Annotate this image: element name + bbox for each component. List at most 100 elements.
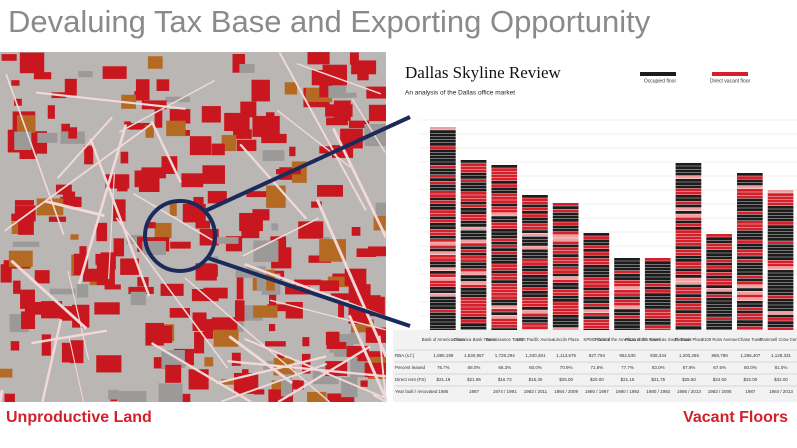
map-road [347, 314, 388, 400]
map-parcel [351, 227, 361, 236]
floor [675, 166, 702, 169]
floor [460, 326, 487, 330]
map-parcel [253, 240, 279, 262]
table-cell: 1,200,266 [679, 353, 700, 358]
floor [552, 247, 579, 251]
floor [737, 246, 763, 250]
floor [614, 280, 640, 284]
floor [522, 278, 548, 281]
floor [706, 323, 732, 327]
floor [675, 294, 702, 297]
legend-label: Direct vacant floor [710, 78, 751, 84]
floor [644, 325, 671, 328]
floor [644, 302, 671, 306]
map-parcel [302, 337, 310, 347]
floor [675, 207, 702, 211]
row-label: RBA (s.f.) [395, 353, 415, 358]
floor [491, 296, 518, 299]
floor [552, 225, 579, 229]
floor [583, 268, 610, 271]
floor [706, 298, 732, 301]
floor [430, 274, 456, 277]
floor [460, 208, 487, 211]
map-parcel [182, 393, 191, 402]
floor [675, 303, 702, 307]
floor [460, 233, 487, 237]
floor [491, 216, 518, 219]
map-parcel [94, 302, 120, 315]
floor [767, 260, 794, 264]
floor [552, 203, 579, 206]
floor [675, 284, 702, 288]
floor [552, 241, 579, 245]
floor [706, 262, 732, 266]
floor [460, 249, 487, 253]
floor [767, 247, 794, 251]
table-cell: $16.73 [498, 377, 512, 382]
floor [614, 299, 640, 303]
floor [767, 273, 794, 276]
floor [706, 326, 732, 330]
map-parcel [328, 331, 340, 347]
floor [614, 325, 640, 328]
table-cell: $21.19 [436, 377, 450, 382]
table-cell: $21.15 [621, 377, 635, 382]
map-parcel [169, 200, 177, 216]
floor [552, 273, 579, 277]
map-parcel [280, 374, 293, 397]
map-parcel [210, 265, 218, 277]
floor [675, 188, 702, 192]
map-parcel [47, 105, 55, 119]
floor [522, 271, 548, 275]
floor [491, 184, 518, 187]
table-cell: 1980 / 1997 [585, 389, 609, 394]
map-parcel [61, 123, 70, 135]
floor [583, 271, 610, 275]
map-parcel [224, 112, 250, 132]
floor [614, 286, 640, 290]
floor [522, 227, 548, 230]
map-parcel [120, 258, 139, 275]
floor [644, 328, 671, 332]
map-parcel [356, 248, 377, 257]
map-parcel [84, 145, 94, 165]
floor [644, 318, 671, 322]
row-label: Year built / renovated [395, 389, 438, 394]
floor [706, 282, 732, 285]
map-parcel [169, 109, 191, 124]
map-parcel [262, 150, 285, 162]
table-cell: 1986 / 2013 [677, 389, 701, 394]
floor [430, 223, 456, 226]
floor [737, 224, 763, 227]
floor [430, 235, 456, 239]
floor [706, 237, 732, 240]
floor [522, 207, 548, 211]
floor [430, 216, 456, 220]
floor [675, 323, 702, 326]
slide-title: Devaluing Tax Base and Exporting Opportu… [8, 4, 651, 39]
floor [491, 187, 518, 191]
map-parcel [256, 269, 267, 291]
floor [675, 217, 702, 221]
map-parcel [134, 91, 145, 101]
floor [552, 295, 579, 299]
floor [552, 308, 579, 312]
map-parcel [96, 355, 122, 373]
floor [737, 249, 763, 253]
floor [522, 243, 548, 246]
floor [491, 171, 518, 175]
floor [644, 261, 671, 264]
floor [522, 310, 548, 313]
floor [430, 239, 456, 242]
floor [460, 300, 487, 304]
floor [737, 275, 763, 279]
floor [583, 233, 610, 236]
table-cell: $21.75 [651, 377, 665, 382]
column-header: Lincoln Plaza [553, 337, 579, 342]
map-parcel [285, 302, 303, 319]
floor [460, 182, 487, 186]
map [0, 52, 388, 404]
floor [706, 314, 732, 317]
floor [737, 205, 763, 208]
